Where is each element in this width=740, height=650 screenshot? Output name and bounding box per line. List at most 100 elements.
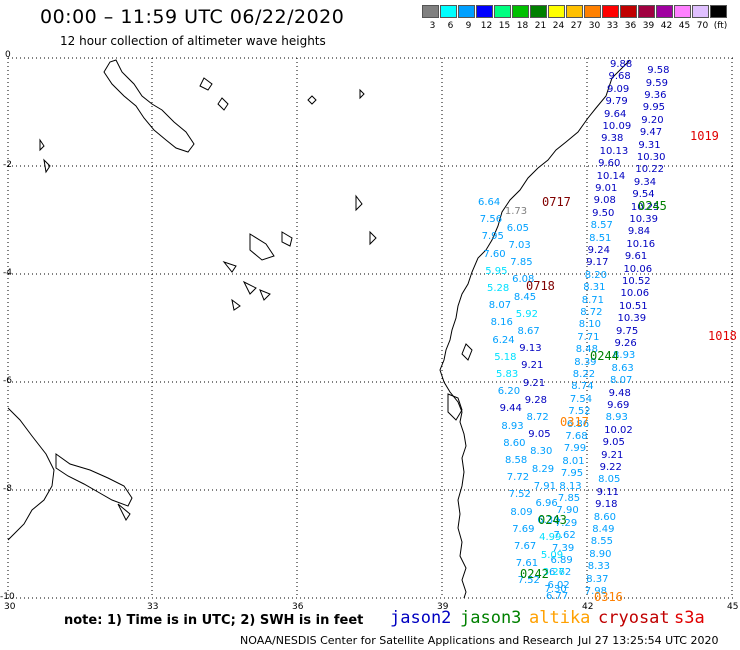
wave-height-value: 10.25	[630, 201, 660, 213]
x-tick-33: 33	[147, 602, 159, 612]
scale-swatch	[512, 5, 529, 18]
wave-height-value: 10.39	[629, 214, 659, 225]
scale-swatch	[692, 5, 709, 18]
pass-id-label: 0243	[538, 513, 567, 527]
y-tick-minus10: -10	[0, 592, 15, 602]
scale-swatch	[674, 5, 691, 18]
wave-height-value: 7.99	[563, 443, 587, 455]
wave-height-value: 8.63	[611, 362, 634, 374]
wave-height-value: 8.72	[526, 412, 549, 423]
wave-height-value: 8.49	[592, 524, 615, 535]
pass-id-label: 0317	[560, 415, 589, 429]
wave-height-value: 9.22	[599, 462, 622, 473]
wave-height-value: 9.24	[587, 245, 610, 256]
wave-height-value: 8.60	[593, 511, 616, 523]
wave-height-value: 8.74	[571, 381, 594, 393]
wave-height-value: 9.75	[616, 325, 639, 337]
wave-height-value: 8.58	[505, 455, 528, 466]
wave-height-value: 5.09	[540, 549, 564, 561]
wave-height-value: 7.68	[565, 431, 588, 442]
wave-height-value: 9.59	[645, 77, 669, 89]
wave-height-value: 8.13	[559, 480, 582, 492]
wave-height-value: 8.39	[574, 356, 597, 368]
pass-id-label: 0717	[542, 195, 571, 209]
wave-height-value: 8.01	[562, 455, 585, 467]
footer-source: NOAA/NESDIS Center for Satellite Applica…	[240, 634, 574, 647]
wave-height-value: 7.67	[514, 541, 537, 552]
scale-swatch	[548, 5, 565, 18]
scale-swatch	[422, 5, 439, 18]
wave-height-value: 8.10	[578, 319, 602, 331]
wave-height-value: 7.30	[544, 584, 567, 595]
wave-height-value: 6.05	[506, 222, 529, 234]
wave-height-value: 5.28	[487, 283, 510, 294]
wave-height-value: 7.52	[508, 489, 531, 501]
scale-label: 6	[447, 21, 454, 31]
map-subtitle: 12 hour collection of altimeter wave hei…	[60, 34, 326, 48]
wave-height-value: 9.38	[601, 133, 624, 145]
wave-height-value: 9.54	[632, 189, 655, 201]
wave-height-value: 7.29	[554, 517, 578, 529]
x-tick-36: 36	[292, 602, 304, 612]
wave-height-value: 10.22	[635, 164, 664, 176]
wave-height-value: 9.20	[641, 114, 664, 126]
wave-height-value: 9.84	[627, 226, 651, 238]
scale-swatch	[476, 5, 493, 18]
x-tick-42: 42	[582, 602, 594, 612]
wave-height-value: 9.44	[499, 403, 522, 415]
scale-swatch	[440, 5, 457, 18]
wave-height-value: 10.16	[626, 238, 656, 250]
pass-id-label: 0242	[520, 567, 549, 581]
pass-id-label: 1018	[708, 329, 737, 343]
wave-height-value: 7.72	[506, 472, 530, 484]
wave-height-value: 6.64	[478, 197, 501, 208]
scale-label: 9	[465, 21, 472, 31]
pass-id-label: 0718	[526, 279, 555, 293]
wave-height-value: 9.26	[614, 338, 637, 349]
wave-height-value: 7.85	[557, 493, 581, 504]
scale-swatch	[566, 5, 583, 18]
wave-height-value: 10.14	[596, 170, 626, 182]
wave-height-value: 8.09	[510, 506, 533, 518]
scale-swatch	[710, 5, 727, 18]
legend-altika: altika	[529, 608, 591, 628]
wave-height-value: 9.60	[598, 158, 621, 170]
wave-height-value: 8.22	[572, 369, 596, 380]
scale-swatch	[530, 5, 547, 18]
note-text: note: 1) Time is in UTC; 2) SWH is in fe…	[64, 613, 364, 628]
wave-height-value: 8.29	[531, 463, 555, 475]
wave-height-value: 9.48	[608, 387, 631, 399]
wave-height-value: 9.01	[595, 183, 618, 194]
wave-height-value: 9.31	[638, 139, 661, 151]
wave-height-value: 9.05	[602, 437, 625, 449]
wave-height-value: 9.08	[593, 195, 616, 207]
wave-height-value: 8.93	[605, 412, 628, 424]
wave-height-value: 8.05	[598, 474, 621, 486]
y-tick-minus8: -8	[3, 484, 12, 494]
wave-height-value: 9.18	[595, 499, 618, 511]
wave-height-value: 4.99	[539, 532, 562, 544]
wave-height-value: 6.08	[512, 274, 535, 286]
x-tick-45: 45	[727, 602, 739, 612]
wave-height-value: 8.37	[586, 573, 609, 585]
scale-label: 36	[624, 21, 637, 31]
wave-height-value: 8.67	[517, 326, 540, 337]
wave-height-value: 6.86	[566, 418, 590, 430]
wave-height-value: 8.93	[501, 420, 524, 432]
wave-height-value: 5.83	[496, 369, 519, 380]
wave-height-value: 6.20	[497, 386, 521, 398]
scale-label: 3	[429, 21, 436, 31]
wave-height-value: 10.30	[636, 152, 666, 163]
wave-height-value: 7.95	[560, 468, 584, 480]
scale-swatch	[620, 5, 637, 18]
wave-height-value: 9.69	[607, 400, 630, 411]
scale-swatch	[638, 5, 655, 18]
wave-height-value: 8.72	[580, 307, 603, 318]
wave-height-value: 9.09	[607, 83, 630, 95]
scale-swatch	[584, 5, 601, 18]
wave-height-value: 5.95	[485, 265, 508, 277]
pass-id-label: 1019	[690, 129, 719, 143]
legend-jason3: jason3	[460, 608, 522, 628]
scale-label: 21	[534, 21, 547, 31]
map-title: 00:00 – 11:59 UTC 06/22/2020	[40, 6, 345, 28]
